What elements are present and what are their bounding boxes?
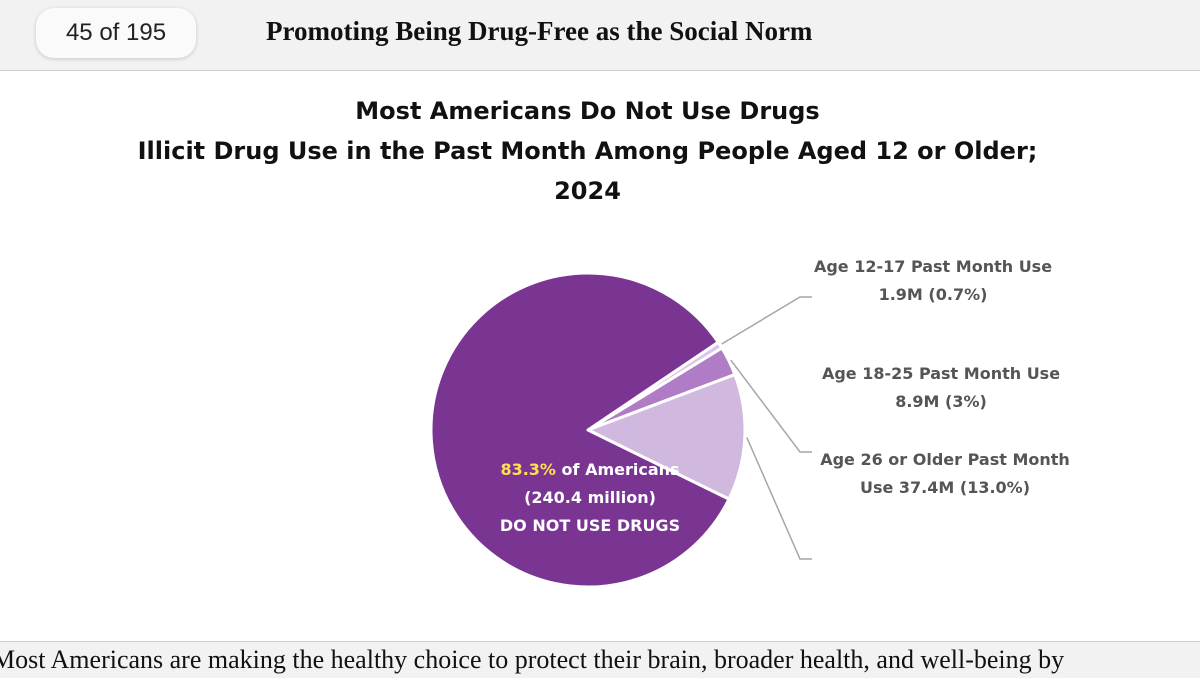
center-label-line2: (240.4 million) — [524, 488, 656, 507]
slice-label-age-18-25-line1: Age 18-25 Past Month Use — [821, 364, 1061, 383]
slice-label-age-12-17: Age 12-17 Past Month Use 1.9M (0.7%) — [788, 253, 1078, 309]
document-header: 45 of 195 Promoting Being Drug-Free as t… — [0, 0, 1200, 70]
leader-line-age-12-17 — [721, 296, 812, 345]
chart-title-line-3: 2024 — [554, 177, 621, 205]
center-label-line1-rest: of Americans — [555, 460, 680, 479]
pie-slice-no-use — [429, 271, 731, 589]
chart-title-line-1: Most Americans Do Not Use Drugs — [355, 97, 820, 125]
slice-label-age-26-plus-line1: Age 26 or Older Past Month — [820, 450, 1070, 469]
center-label-line3: DO NOT USE DRUGS — [499, 516, 681, 535]
slice-label-age-12-17-line2: 1.9M (0.7%) — [878, 285, 988, 304]
page-indicator[interactable]: 45 of 195 — [36, 8, 196, 58]
center-label-percent: 83.3% — [500, 460, 556, 479]
chart-title-line-2: Illicit Drug Use in the Past Month Among… — [137, 137, 1038, 165]
slice-label-age-26-plus: Age 26 or Older Past Month Use 37.4M (13… — [800, 446, 1090, 502]
slice-label-age-18-25-line2: 8.9M (3%) — [895, 392, 987, 411]
footer-paragraph: Most Americans are making the healthy ch… — [0, 645, 1065, 674]
slice-label-age-12-17-line1: Age 12-17 Past Month Use — [813, 257, 1053, 276]
chart-title: Most Americans Do Not Use Drugs Illicit … — [0, 91, 1175, 211]
slice-label-age-26-plus-line2: Use 37.4M (13.0%) — [859, 478, 1031, 497]
document-title: Promoting Being Drug-Free as the Social … — [266, 16, 813, 46]
pie-slice-age-26-plus — [586, 373, 747, 501]
center-label-line1: 83.3% of Americans — [440, 456, 740, 484]
slice-label-age-18-25: Age 18-25 Past Month Use 8.9M (3%) — [796, 360, 1086, 416]
center-label-no-drug-use: 83.3% of Americans (240.4 million) DO NO… — [440, 456, 740, 540]
leader-line-age-26-plus — [746, 437, 812, 560]
leader-line-age-18-25 — [730, 359, 812, 453]
chart-slide: Most Americans Do Not Use Drugs Illicit … — [0, 70, 1200, 642]
pie-chart — [429, 271, 812, 589]
